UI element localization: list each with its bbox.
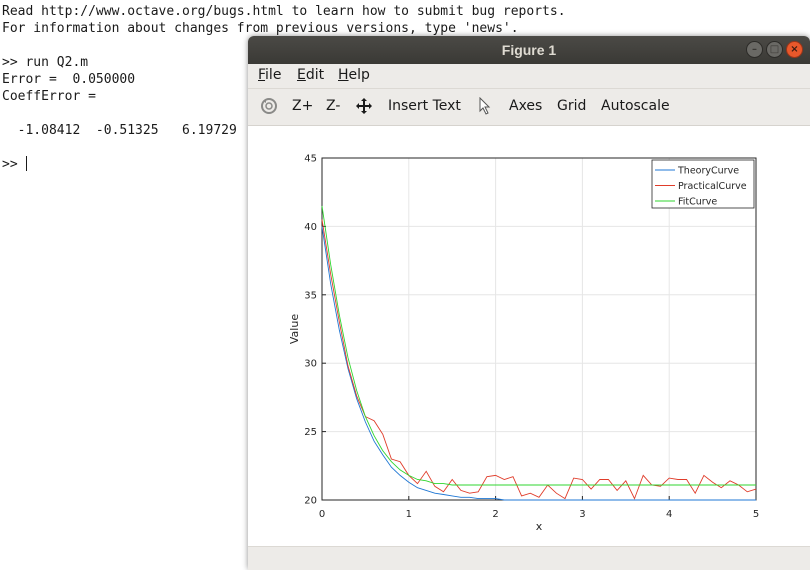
status-bar: [248, 546, 810, 570]
pan-icon[interactable]: [355, 97, 373, 119]
close-button[interactable]: ×: [786, 41, 803, 58]
text-cursor: [26, 156, 28, 171]
menu-help-mnemonic: H: [338, 67, 349, 83]
zoom-out-button[interactable]: Z-: [326, 98, 341, 114]
x-tick-label: 4: [666, 509, 672, 520]
x-axis-label: x: [536, 520, 543, 533]
terminal-line: -1.08412 -0.51325 6.19729: [2, 123, 237, 138]
x-tick-label: 0: [319, 509, 325, 520]
minimize-button[interactable]: –: [746, 41, 763, 58]
legend-box: [651, 159, 755, 209]
plot-canvas[interactable]: 0 1 2 3 4 5 20 25 30 35 40 45 x Value TheoryCurve Pract…: [248, 126, 810, 546]
series-line-fitcurve: [321, 205, 756, 486]
grid-button[interactable]: Grid: [557, 98, 587, 114]
menu-help-label: elp: [348, 67, 370, 83]
y-tick-label: 25: [304, 427, 317, 438]
plot-background: [322, 158, 756, 500]
series-line-practicalcurve: [321, 219, 757, 500]
axes-button[interactable]: Axes: [509, 98, 543, 114]
y-tick-label: 30: [304, 359, 317, 370]
y-tick-label: 45: [304, 154, 317, 165]
legend-entry: TheoryCurve: [677, 166, 739, 177]
menu-edit-mnemonic: E: [297, 67, 306, 83]
menu-file-label: ile: [265, 67, 282, 83]
x-tick-label: 1: [406, 509, 412, 520]
terminal-line: CoeffError =: [2, 89, 96, 104]
rotate-icon[interactable]: [260, 97, 278, 119]
terminal-line: Read http://www.octave.org/bugs.html to …: [2, 4, 566, 19]
terminal-prompt: >>: [2, 157, 26, 172]
legend-entry: FitCurve: [678, 197, 717, 208]
y-axis-label: Value: [288, 314, 301, 344]
terminal-prompt-line[interactable]: >>: [2, 156, 810, 173]
terminal-line: Error = 0.050000: [2, 72, 136, 87]
menu-file-mnemonic: F: [258, 67, 266, 83]
x-tick-label: 3: [579, 509, 585, 520]
figure-window[interactable]: Figure 1 – □ × File Edit Help Z+ Z- Inse…: [248, 36, 810, 570]
series-line-theorycurve: [321, 226, 756, 501]
chart-svg: 0 1 2 3 4 5202530354045xValueTheoryCurvePract…: [288, 154, 759, 534]
insert-text-button[interactable]: Insert Text: [388, 98, 461, 114]
figure-toolbar: Z+ Z- Insert Text Axes Grid Autoscale: [248, 89, 810, 126]
terminal-line: >> run Q2.m: [2, 55, 89, 70]
zoom-in-button[interactable]: Z+: [292, 98, 314, 114]
x-tick-label: 5: [753, 509, 759, 520]
y-tick-label: 20: [304, 496, 317, 507]
terminal-line: For information about changes from previ…: [2, 21, 519, 36]
y-tick-label: 35: [304, 290, 317, 301]
title-bar[interactable]: Figure 1 – □ ×: [248, 36, 810, 64]
x-tick-label: 2: [492, 509, 498, 520]
maximize-button[interactable]: □: [766, 41, 783, 58]
window-title: Figure 1: [501, 42, 557, 58]
menu-file[interactable]: File: [258, 67, 281, 83]
menu-edit[interactable]: Edit: [297, 67, 324, 83]
menu-help[interactable]: Help: [338, 67, 370, 83]
legend-entry: PracticalCurve: [678, 181, 747, 192]
menu-bar: File Edit Help: [248, 64, 810, 89]
menu-edit-label: dit: [305, 67, 325, 83]
y-tick-label: 40: [304, 222, 317, 233]
pointer-icon[interactable]: [478, 96, 492, 119]
autoscale-button[interactable]: Autoscale: [601, 98, 670, 114]
